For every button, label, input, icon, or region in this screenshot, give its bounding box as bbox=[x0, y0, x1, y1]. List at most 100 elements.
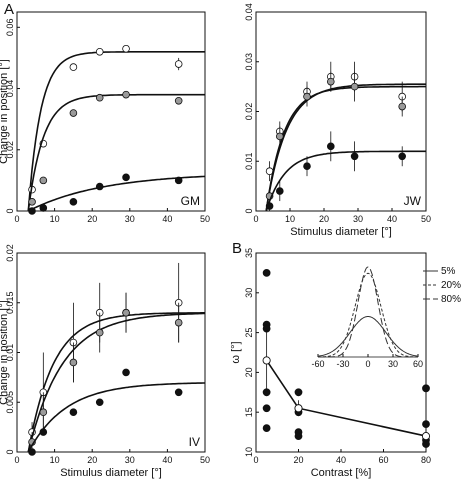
fit-curve-JW-filled bbox=[265, 150, 426, 212]
inset-curve-20% bbox=[317, 272, 419, 358]
inset-x-tick-label: -30 bbox=[336, 359, 349, 369]
x-tick-label-B: 20 bbox=[293, 455, 303, 465]
data-point-JW-filled bbox=[303, 162, 311, 171]
inset-curve-5% bbox=[317, 316, 419, 357]
omega-mean-point bbox=[421, 432, 431, 441]
y-tick-label-B: 10 bbox=[244, 447, 254, 457]
panel-letter-b: B bbox=[232, 240, 242, 257]
y-tick-label-B: 35 bbox=[244, 248, 254, 258]
y-tick-label-IV: 0.01 bbox=[5, 344, 15, 362]
y-tick-label-IV: 0.005 bbox=[5, 391, 15, 414]
data-point-GM-gray bbox=[174, 96, 183, 105]
x-axis-label-IV: Stimulus diameter [°] bbox=[60, 467, 162, 479]
x-tick-label-GM: 40 bbox=[162, 214, 172, 224]
omega-mean-line bbox=[265, 360, 427, 437]
x-tick-label-GM: 0 bbox=[14, 214, 19, 224]
x-tick-label-B: 0 bbox=[253, 455, 258, 465]
data-point-JW-gray bbox=[326, 77, 335, 86]
fit-curve-JW-gray bbox=[265, 85, 426, 212]
data-point-GM-filled bbox=[69, 198, 78, 206]
x-tick-label-JW: 40 bbox=[387, 214, 397, 224]
y-axis-label-IV: Change in position [°] bbox=[0, 300, 10, 405]
data-point-JW-filled bbox=[265, 202, 274, 210]
data-point-GM-gray bbox=[39, 176, 48, 185]
x-tick-label-GM: 50 bbox=[200, 214, 210, 224]
x-tick-label-JW: 20 bbox=[319, 214, 329, 224]
omega-point bbox=[262, 269, 271, 277]
y-tick-label-IV: 0.015 bbox=[5, 291, 15, 314]
omega-point bbox=[422, 384, 430, 393]
subject-label-IV: IV bbox=[189, 435, 200, 449]
fit-curve-GM-filled bbox=[27, 175, 206, 212]
y-tick-label-GM: 0.02 bbox=[5, 141, 15, 159]
data-point-IV-gray bbox=[39, 408, 48, 417]
data-point-IV-gray bbox=[174, 318, 183, 327]
x-axis-label-B: Contrast [%] bbox=[311, 467, 372, 479]
x-tick-label-GM: 30 bbox=[125, 214, 135, 224]
data-point-IV-filled bbox=[95, 398, 104, 407]
fit-curve-IV-open bbox=[27, 312, 205, 453]
data-point-JW-gray bbox=[303, 92, 311, 101]
data-point-JW-gray bbox=[398, 102, 407, 111]
y-tick-label-IV: 0.02 bbox=[5, 244, 15, 262]
x-tick-label-JW: 10 bbox=[285, 214, 295, 224]
y-tick-label-B: 25 bbox=[244, 328, 254, 338]
subject-label-GM: GM bbox=[181, 194, 200, 208]
y-tick-label-JW: 0.04 bbox=[244, 3, 254, 21]
y-tick-label-GM: 0.06 bbox=[5, 19, 15, 37]
y-tick-label-B: 15 bbox=[244, 407, 254, 417]
omega-point bbox=[262, 424, 271, 433]
data-point-IV-filled bbox=[122, 368, 130, 377]
x-tick-label-GM: 10 bbox=[50, 214, 60, 224]
fit-curve-IV-gray bbox=[27, 312, 205, 453]
data-point-IV-filled bbox=[28, 448, 36, 456]
inset-x-tick-label: 0 bbox=[365, 359, 370, 369]
y-tick-label-GM: 0 bbox=[5, 208, 15, 213]
data-point-GM-filled bbox=[122, 173, 130, 182]
subject-label-JW: JW bbox=[404, 194, 422, 208]
x-tick-label-JW: 50 bbox=[421, 214, 431, 224]
x-axis-label-JW: Stimulus diameter [°] bbox=[290, 226, 392, 238]
y-axis-label-B: ω [°] bbox=[230, 341, 242, 363]
y-tick-label-JW: 0 bbox=[244, 208, 254, 213]
inset-x-tick-label: 30 bbox=[388, 359, 398, 369]
inset-x-tick-label: -60 bbox=[311, 359, 324, 369]
y-axis-label-GM: Change in position [°] bbox=[0, 59, 10, 164]
x-tick-label-IV: 10 bbox=[50, 455, 60, 465]
data-point-JW-gray bbox=[350, 82, 359, 91]
omega-point bbox=[294, 432, 303, 440]
inset-x-tick-label: 60 bbox=[413, 359, 423, 369]
y-tick-label-JW: 0.02 bbox=[244, 103, 254, 121]
data-point-IV-filled bbox=[174, 388, 183, 397]
x-tick-label-JW: 30 bbox=[353, 214, 363, 224]
x-tick-label-IV: 40 bbox=[162, 455, 172, 465]
omega-mean-point bbox=[294, 404, 303, 413]
y-tick-label-JW: 0.01 bbox=[244, 152, 254, 170]
data-point-GM-filled bbox=[174, 176, 183, 185]
y-tick-label-B: 20 bbox=[244, 367, 254, 377]
legend-label-5%: 5% bbox=[441, 266, 456, 277]
plot-frame-B bbox=[255, 252, 427, 453]
fit-curve-GM-open bbox=[27, 51, 205, 212]
panel-letter-a: A bbox=[4, 1, 14, 18]
legend-label-80%: 80% bbox=[441, 294, 461, 305]
legend-label-20%: 20% bbox=[441, 280, 461, 291]
data-point-GM-open bbox=[174, 60, 183, 68]
data-point-JW-filled bbox=[326, 142, 335, 151]
x-tick-label-IV: 0 bbox=[14, 455, 19, 465]
x-tick-label-IV: 30 bbox=[125, 455, 135, 465]
fit-curve-IV-filled bbox=[27, 382, 205, 453]
y-tick-label-B: 30 bbox=[244, 288, 254, 298]
y-tick-label-IV: 0 bbox=[5, 449, 15, 454]
data-point-IV-filled bbox=[69, 408, 78, 417]
data-point-JW-filled bbox=[350, 152, 359, 161]
data-point-JW-filled bbox=[275, 187, 284, 195]
x-tick-label-B: 80 bbox=[421, 455, 431, 465]
x-tick-label-JW: 0 bbox=[253, 214, 258, 224]
plot-frame-GM bbox=[16, 11, 206, 212]
data-point-GM-open bbox=[95, 47, 104, 56]
fit-curve-GM-gray bbox=[27, 93, 205, 212]
data-point-GM-gray bbox=[28, 198, 36, 206]
data-point-GM-filled bbox=[28, 207, 36, 215]
